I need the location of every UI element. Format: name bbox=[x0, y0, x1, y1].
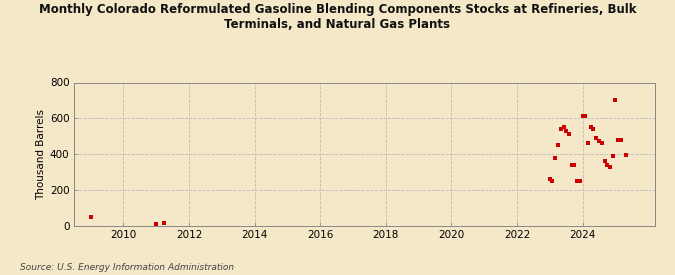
Y-axis label: Thousand Barrels: Thousand Barrels bbox=[36, 109, 46, 199]
Point bbox=[616, 138, 626, 142]
Text: Monthly Colorado Reformulated Gasoline Blending Components Stocks at Refineries,: Monthly Colorado Reformulated Gasoline B… bbox=[38, 3, 637, 31]
Point bbox=[564, 132, 574, 137]
Point bbox=[577, 114, 588, 119]
Point bbox=[599, 159, 610, 163]
Point bbox=[585, 125, 596, 130]
Point bbox=[545, 177, 556, 181]
Point bbox=[561, 128, 572, 133]
Point bbox=[550, 155, 561, 160]
Point bbox=[613, 138, 624, 142]
Point bbox=[580, 114, 591, 119]
Point bbox=[588, 127, 599, 131]
Point bbox=[583, 141, 593, 145]
Point bbox=[610, 98, 621, 103]
Point bbox=[566, 163, 577, 167]
Point bbox=[556, 127, 566, 131]
Point bbox=[569, 163, 580, 167]
Point bbox=[574, 179, 585, 183]
Point bbox=[591, 136, 602, 140]
Text: Source: U.S. Energy Information Administration: Source: U.S. Energy Information Administ… bbox=[20, 263, 234, 272]
Point bbox=[596, 141, 607, 145]
Point bbox=[553, 143, 564, 147]
Point bbox=[621, 153, 632, 157]
Point bbox=[608, 153, 618, 158]
Point bbox=[547, 179, 558, 183]
Point bbox=[85, 215, 96, 220]
Point bbox=[572, 179, 583, 183]
Point bbox=[593, 139, 604, 144]
Point bbox=[602, 163, 613, 167]
Point bbox=[558, 125, 569, 130]
Point bbox=[604, 164, 615, 169]
Point bbox=[159, 221, 170, 226]
Point bbox=[151, 222, 161, 226]
